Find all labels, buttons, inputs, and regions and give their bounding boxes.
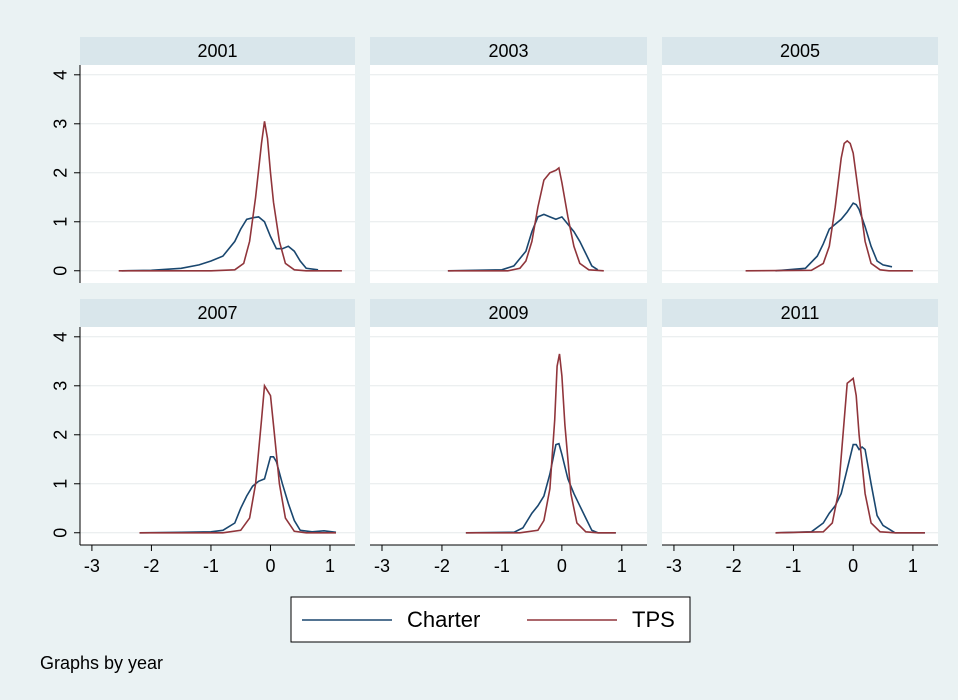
y-tick-label: 1 xyxy=(51,479,71,489)
x-tick-label: -1 xyxy=(494,556,510,576)
plot-area xyxy=(80,65,355,283)
x-tick-label: 0 xyxy=(265,556,275,576)
density-line xyxy=(447,166,604,272)
x-tick-label: -3 xyxy=(374,556,390,576)
density-line xyxy=(775,376,925,534)
y-tick-label: 0 xyxy=(51,528,71,538)
panel-header xyxy=(370,37,647,65)
density-line xyxy=(139,456,337,534)
x-tick-label: 1 xyxy=(908,556,918,576)
panel-title: 2009 xyxy=(488,303,528,323)
panel-header xyxy=(80,299,355,327)
density-line xyxy=(465,353,616,534)
x-tick-label: -1 xyxy=(203,556,219,576)
plot-area xyxy=(662,327,938,545)
x-tick-label: -1 xyxy=(785,556,801,576)
x-tick-label: -3 xyxy=(666,556,682,576)
density-line xyxy=(775,443,925,534)
panel-title: 2007 xyxy=(197,303,237,323)
x-tick-label: 0 xyxy=(557,556,567,576)
x-tick-label: 1 xyxy=(617,556,627,576)
x-tick-label: -3 xyxy=(84,556,100,576)
y-tick-label: 3 xyxy=(51,119,71,129)
density-line xyxy=(745,139,913,272)
plot-area xyxy=(80,327,355,545)
panel-header xyxy=(662,299,938,327)
legend-label: Charter xyxy=(407,607,480,632)
y-tick-label: 4 xyxy=(51,70,71,80)
density-line xyxy=(121,216,319,272)
x-tick-label: 1 xyxy=(325,556,335,576)
density-line xyxy=(465,442,616,534)
y-tick-label: 1 xyxy=(51,217,71,227)
panel-header xyxy=(370,299,647,327)
x-tick-label: -2 xyxy=(434,556,450,576)
note: Graphs by year xyxy=(40,653,163,673)
plot-area xyxy=(370,65,647,283)
density-line xyxy=(447,213,599,272)
y-tick-label: 4 xyxy=(51,332,71,342)
density-line xyxy=(118,121,342,272)
panel-title: 2003 xyxy=(488,41,528,61)
x-tick-label: -2 xyxy=(143,556,159,576)
plot-area xyxy=(370,327,647,545)
x-tick-label: -2 xyxy=(726,556,742,576)
panel-header xyxy=(80,37,355,65)
panel-title: 2011 xyxy=(781,303,820,323)
density-line xyxy=(775,202,893,272)
panel-header xyxy=(662,37,938,65)
legend-label: TPS xyxy=(632,607,675,632)
plot-area xyxy=(662,65,938,283)
panel-title: 2001 xyxy=(197,41,237,61)
y-tick-label: 0 xyxy=(51,266,71,276)
x-tick-label: 0 xyxy=(848,556,858,576)
density-line xyxy=(139,383,336,534)
y-tick-label: 2 xyxy=(51,430,71,440)
panel-title: 2005 xyxy=(780,41,820,61)
y-tick-label: 2 xyxy=(51,168,71,178)
y-tick-label: 3 xyxy=(51,381,71,391)
